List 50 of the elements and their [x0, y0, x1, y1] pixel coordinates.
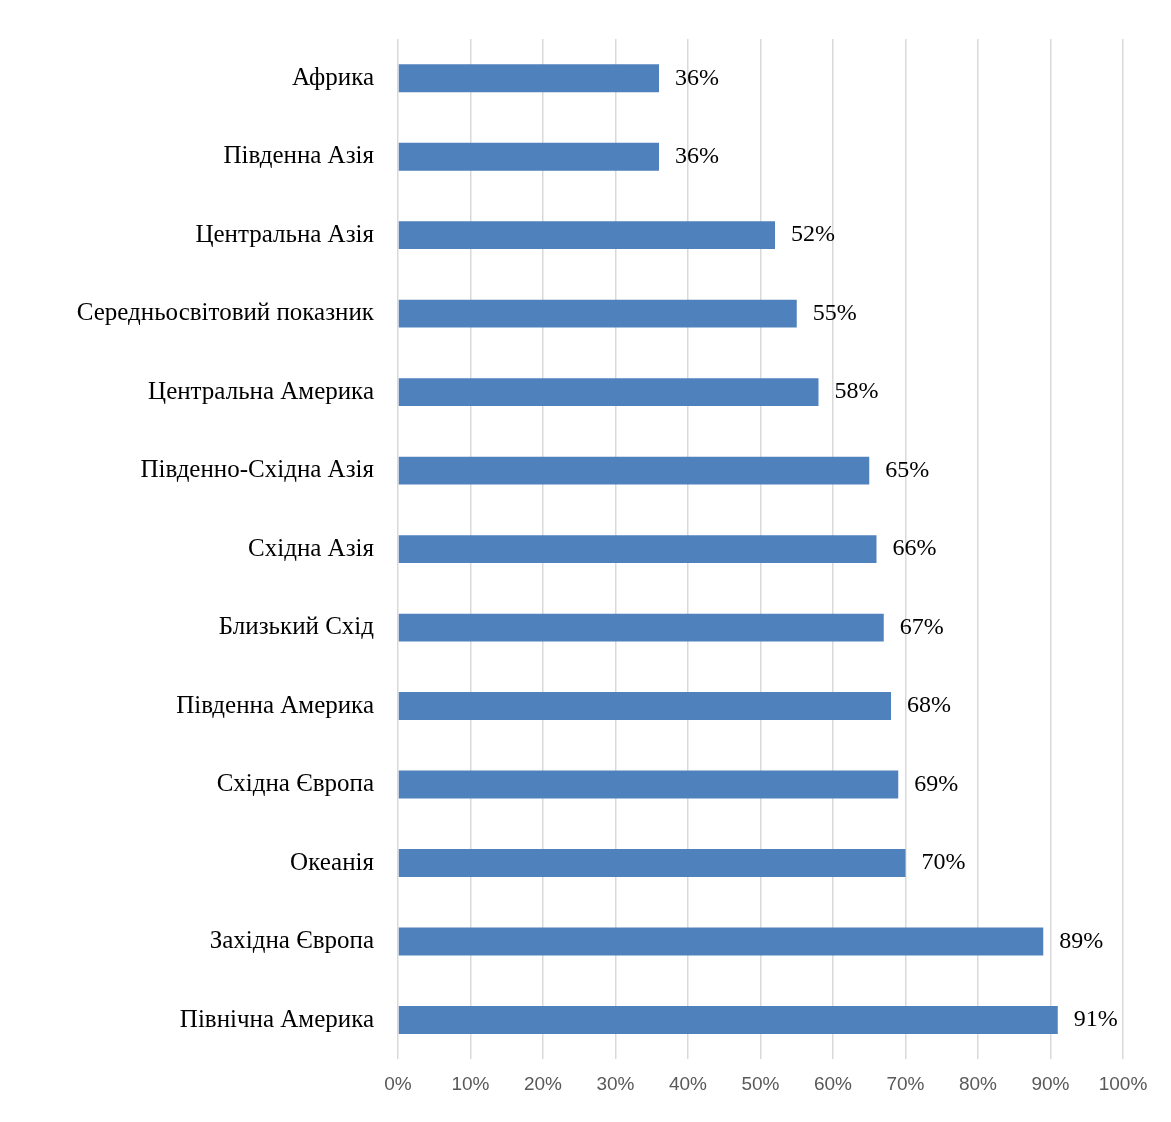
bar — [398, 378, 819, 407]
x-tick-label: 0% — [384, 1072, 412, 1094]
data-label: 69% — [914, 769, 959, 796]
data-label: 91% — [1073, 1005, 1118, 1032]
x-tick-label: 20% — [523, 1072, 563, 1094]
y-tick-label: Океанія — [290, 847, 375, 875]
bar — [398, 535, 877, 564]
bar — [398, 927, 1044, 956]
y-tick-label: Східна Азія — [248, 533, 375, 561]
bar — [398, 456, 870, 485]
data-label: 89% — [1059, 926, 1104, 953]
data-label: 36% — [675, 63, 719, 90]
x-tick-label: 100% — [1098, 1072, 1148, 1094]
bar — [398, 692, 891, 720]
x-tick-label: 10% — [451, 1072, 490, 1094]
data-label: 55% — [812, 298, 857, 325]
bar — [398, 613, 884, 642]
data-label: 67% — [899, 612, 944, 639]
y-tick-label: Південна Америка — [176, 690, 374, 718]
x-tick-label: 60% — [813, 1072, 853, 1094]
y-tick-label: Центральна Азія — [195, 219, 375, 247]
bar — [398, 849, 906, 877]
x-tick-label: 40% — [668, 1072, 708, 1094]
y-tick-label: Центральна Америка — [148, 376, 374, 404]
y-tick-label: Середньосвітовий показник — [76, 298, 375, 326]
bar — [398, 1006, 1058, 1034]
x-tick-label: 30% — [596, 1072, 635, 1094]
x-tick-label: 50% — [741, 1072, 780, 1094]
data-label: 66% — [892, 534, 937, 561]
y-tick-label: Східна Європа — [216, 769, 374, 797]
data-label: 68% — [907, 691, 951, 718]
bar — [398, 142, 659, 171]
y-tick-label: Західна Європа — [209, 926, 374, 954]
data-label: 70% — [921, 848, 966, 875]
x-tick-label: 80% — [958, 1072, 998, 1094]
bar — [398, 64, 659, 93]
y-tick-label: Південна Азія — [223, 141, 375, 169]
y-tick-label: Південно-Східна Азія — [140, 455, 375, 483]
data-label: 65% — [885, 455, 930, 482]
bar — [398, 770, 899, 799]
x-tick-label: 90% — [1031, 1072, 1070, 1094]
y-tick-label: Північна Америка — [179, 1004, 374, 1032]
y-tick-label: Африка — [291, 62, 374, 90]
bar — [398, 221, 775, 250]
data-label: 58% — [834, 377, 879, 404]
data-label: 52% — [791, 220, 835, 247]
y-tick-label: Близький Схід — [218, 612, 375, 640]
x-tick-label: 70% — [886, 1072, 925, 1094]
data-label: 36% — [675, 142, 719, 169]
bar — [398, 299, 797, 328]
